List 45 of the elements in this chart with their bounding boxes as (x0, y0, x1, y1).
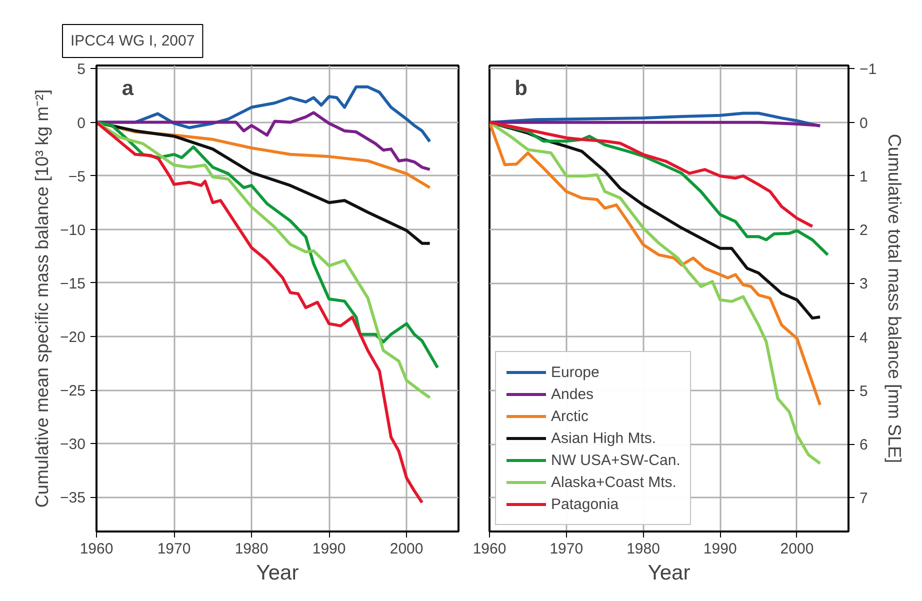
legend-label: Asian High Mts. (551, 429, 656, 447)
x-tick-label: 1970 (550, 540, 584, 558)
x-tick-label: 1980 (234, 540, 268, 558)
y-tick-label: −1 (860, 61, 877, 78)
line-series (96, 120, 424, 504)
x-tick-label: 1980 (626, 540, 660, 558)
y-tick-label: 7 (860, 490, 868, 508)
y-axis-title: Cumulative mean specific mass balance [10³ kg m⁻²] (32, 89, 52, 508)
y-tick-label: 2 (860, 222, 868, 240)
y-tick-label: 4 (860, 329, 868, 346)
y-tick-label: 5 (860, 382, 868, 400)
y-tick-label: −10 (60, 222, 86, 239)
y-tick-label: 0 (860, 114, 868, 132)
y-tick-label: 3 (860, 276, 868, 293)
y-tick-label: −5 (68, 168, 86, 186)
legend-label: Europe (551, 363, 600, 381)
y-tick-label: −30 (60, 436, 86, 454)
x-tick-label: 1960 (80, 540, 114, 558)
y-axis-title: Cumulative total mass balance [mm SLE] (884, 134, 905, 464)
y-tick-label: −20 (60, 329, 86, 346)
x-tick-label: 1970 (157, 540, 191, 558)
y-tick-label: −25 (60, 382, 86, 400)
legend-label: Arctic (551, 407, 588, 425)
x-tick-label: 1960 (472, 540, 506, 558)
legend-label: NW USA+SW-Can. (551, 451, 680, 469)
y-tick-label: −35 (60, 490, 86, 507)
line-series (96, 111, 432, 171)
legend-label: Alaska+Coast Mts. (551, 473, 676, 491)
x-axis-title: Year (648, 562, 690, 584)
line-series (490, 120, 814, 228)
y-tick-label: 6 (860, 436, 868, 454)
annotation: b (514, 77, 528, 100)
legend-label: Andes (551, 385, 594, 403)
y-tick-label: 5 (77, 61, 86, 78)
x-tick-label: 2000 (390, 540, 424, 558)
y-tick-label: 0 (77, 114, 86, 132)
x-tick-label: 1990 (703, 540, 737, 558)
y-tick-label: −15 (60, 275, 86, 292)
y-tick-label: 1 (860, 168, 868, 186)
x-tick-label: 2000 (780, 540, 814, 558)
annotation: a (122, 77, 134, 100)
x-tick-label: 1990 (312, 540, 346, 558)
x-axis-title: Year (256, 562, 299, 584)
legend-label: Patagonia (551, 495, 619, 513)
chart-title: IPCC4 WG I, 2007 (70, 32, 195, 50)
